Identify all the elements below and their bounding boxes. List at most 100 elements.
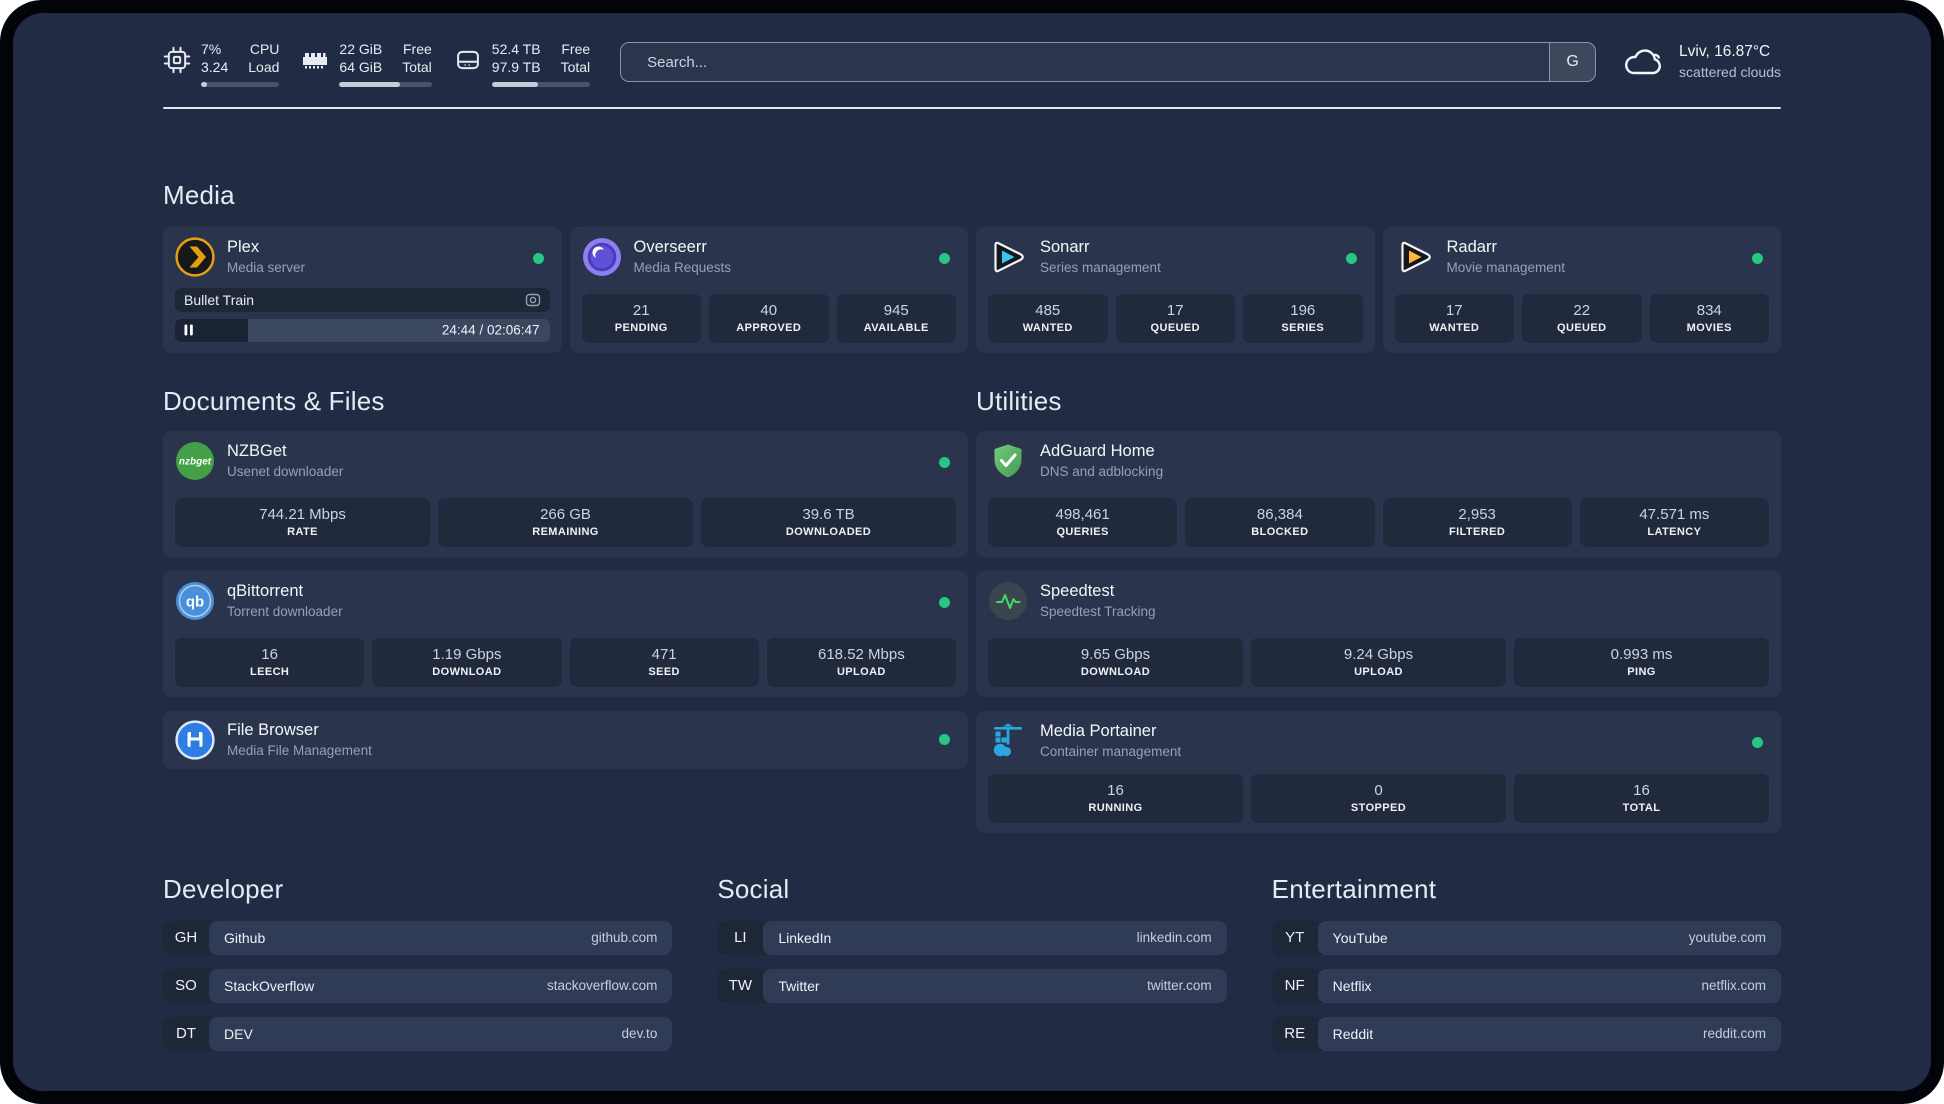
service-title: NZBGet: [227, 442, 287, 461]
weather-condition: scattered clouds: [1679, 64, 1781, 80]
service-subtitle: Torrent downloader: [227, 604, 343, 620]
stat-value: 2,953: [1458, 505, 1496, 523]
stat-value: 47.571 ms: [1639, 505, 1710, 523]
stat-value: 16: [1107, 781, 1124, 799]
service-subtitle: Media File Management: [227, 743, 372, 759]
bookmark-name: Reddit: [1332, 1025, 1374, 1042]
status-dot: [532, 252, 544, 264]
service-card-plex[interactable]: Plex Media server Bullet Train 24:44 / 0…: [163, 226, 562, 353]
service-subtitle: Container management: [1040, 744, 1182, 760]
svg-text:nzbget: nzbget: [179, 456, 212, 467]
bookmark-reddit[interactable]: RE Reddit reddit.com: [1271, 1016, 1781, 1051]
bookmark-name: DEV: [224, 1025, 253, 1042]
service-card-sonarr[interactable]: Sonarr Series management 485 WANTED 17 Q…: [976, 226, 1375, 353]
stat-tile: 1.19 Gbps DOWNLOAD: [372, 637, 562, 687]
stat-value: 39.6 TB: [802, 505, 855, 523]
resource-disk: 52.4 TB Free 97.9 TB Total: [454, 41, 591, 87]
bookmark-url: netflix.com: [1701, 978, 1766, 994]
stat-label: UPLOAD: [836, 665, 886, 678]
status-dot: [1345, 252, 1357, 264]
bookmark-stackoverflow[interactable]: SO StackOverflow stackoverflow.com: [163, 968, 673, 1003]
stat-label: DOWNLOAD: [1080, 665, 1151, 678]
stat-label: QUEUED: [1150, 321, 1200, 334]
stat-tile: 196 SERIES: [1243, 293, 1363, 343]
bookmark-url: reddit.com: [1702, 1026, 1766, 1042]
stat-label: UPLOAD: [1354, 665, 1403, 678]
service-title: File Browser: [227, 721, 319, 740]
search-bar[interactable]: G: [620, 42, 1597, 82]
bookmark-twitter[interactable]: TW Twitter twitter.com: [717, 968, 1227, 1003]
stat-label: WANTED: [1022, 321, 1073, 334]
now-playing-title: Bullet Train: [184, 291, 255, 308]
stat-value: 40: [760, 301, 778, 319]
stat-value: 485: [1035, 301, 1061, 319]
stat-tile: 498,461 QUERIES: [988, 497, 1178, 547]
stat-tile: 39.6 TB DOWNLOADED: [701, 497, 956, 547]
bookmark-name: StackOverflow: [224, 977, 315, 994]
stat-tile: 22 QUEUED: [1522, 293, 1642, 343]
stat-value: 618.52 Mbps: [818, 645, 905, 663]
memory-total-value: 64 GiB: [339, 59, 383, 75]
status-dot: [939, 596, 950, 608]
memory-icon: [303, 53, 328, 69]
search-provider-button[interactable]: G: [1549, 43, 1596, 81]
stat-tile: 744.21 Mbps RATE: [175, 497, 430, 547]
service-subtitle: DNS and adblocking: [1040, 464, 1164, 480]
stat-tile: 17 WANTED: [1394, 293, 1514, 343]
cpu-load-value: 3.24: [201, 59, 229, 75]
bookmark-name: YouTube: [1332, 929, 1388, 946]
bookmark-url: linkedin.com: [1136, 930, 1212, 946]
adguard-icon: [994, 444, 1022, 478]
disk-free-value: 52.4 TB: [491, 41, 541, 57]
bookmark-name: Github: [224, 929, 266, 946]
bookmark-youtube[interactable]: YT YouTube youtube.com: [1271, 920, 1781, 955]
service-card-portainer[interactable]: Media Portainer Container management 16 …: [976, 710, 1781, 833]
service-card-nzbget[interactable]: nzbget NZBGet Usenet downloader 744.21 M…: [163, 430, 968, 557]
status-dot: [939, 456, 950, 468]
utilities-column: Utilities AdGuard Home DNS and adblockin…: [976, 386, 1781, 833]
service-card-radarr[interactable]: Radarr Movie management 17 WANTED 22 QUE…: [1382, 226, 1781, 353]
weather-location: Lviv, 16.87°C: [1679, 43, 1771, 60]
bookmark-abbr: GH: [174, 929, 198, 947]
stat-tile: 0.993 ms PING: [1514, 637, 1769, 687]
bookmark-url: twitter.com: [1147, 978, 1212, 994]
bookmark-name: Twitter: [778, 977, 820, 994]
service-title: qBittorrent: [227, 582, 304, 601]
bookmark-linkedin[interactable]: LI LinkedIn linkedin.com: [717, 920, 1227, 955]
service-card-overseerr[interactable]: Overseerr Media Requests 21 PENDING 40 A…: [569, 226, 968, 353]
service-subtitle: Series management: [1040, 260, 1161, 276]
bookmark-dev[interactable]: DT DEV dev.to: [163, 1016, 673, 1051]
section-header-social: Social: [717, 873, 790, 904]
bookmark-group-developer: Developer GH Github github.com SO StackO…: [163, 874, 673, 1051]
documents-column: Documents & Files nzbget NZBGet Usenet d…: [163, 386, 968, 833]
section-header-entertainment: Entertainment: [1271, 873, 1437, 904]
service-card-speedtest[interactable]: Speedtest Speedtest Tracking 9.65 Gbps D…: [976, 570, 1781, 697]
stat-value: 0.993 ms: [1610, 645, 1673, 663]
cpu-usage-value: 7%: [201, 41, 222, 57]
status-dot: [1752, 252, 1763, 264]
media-type-icon: [525, 293, 540, 307]
topbar: 7% CPU 3.24 Load 22 GiB Fre: [163, 39, 1781, 87]
stat-label: MOVIES: [1686, 321, 1732, 334]
service-card-adguard[interactable]: AdGuard Home DNS and adblocking 498,461 …: [976, 430, 1781, 557]
search-input[interactable]: [621, 43, 1596, 81]
stat-label: DOWNLOADED: [785, 525, 872, 538]
bookmark-github[interactable]: GH Github github.com: [163, 920, 673, 955]
stat-tile: 0 STOPPED: [1251, 773, 1506, 823]
stat-value: 9.65 Gbps: [1080, 645, 1151, 663]
stat-tile: 47.571 ms LATENCY: [1579, 497, 1769, 547]
filebrowser-icon: [175, 720, 215, 760]
cpu-progress-bar: [201, 82, 280, 87]
stat-tile: 485 WANTED: [988, 293, 1108, 343]
playback-time: 24:44 / 02:06:47: [441, 322, 540, 338]
stat-value: 1.19 Gbps: [432, 645, 502, 663]
stat-value: 196: [1290, 301, 1316, 319]
bookmark-name: LinkedIn: [778, 929, 832, 946]
service-card-filebrowser[interactable]: File Browser Media File Management: [163, 710, 968, 769]
service-card-qbittorrent[interactable]: qb qBittorrent Torrent downloader 16 LEE…: [163, 570, 968, 697]
stat-tile: 945 AVAILABLE: [836, 293, 956, 343]
sonarr-icon: [994, 241, 1024, 273]
stat-label: AVAILABLE: [863, 321, 929, 334]
bookmark-netflix[interactable]: NF Netflix netflix.com: [1271, 968, 1781, 1003]
stat-tile: 618.52 Mbps UPLOAD: [766, 637, 956, 687]
